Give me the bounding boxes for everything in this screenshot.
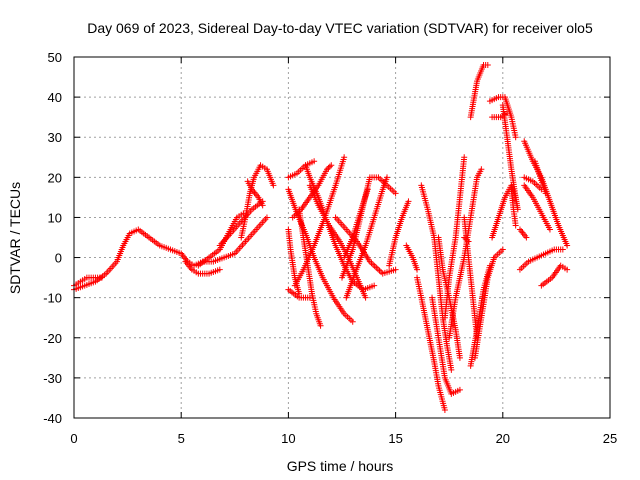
data-point [441,406,448,413]
data-point [462,235,469,242]
y-tick-label: -30 [43,371,62,386]
data-track [467,62,491,121]
x-axis: 0 5 10 15 20 25 [70,57,617,446]
y-tick-label: 50 [48,50,62,65]
data-point [405,198,412,205]
data-track [296,206,324,329]
x-tick-label: 25 [603,431,617,446]
data-track [195,210,247,269]
data-point [441,314,448,321]
grid-lines [74,57,610,418]
data-point [364,186,371,193]
y-tick-label: 40 [48,90,62,105]
data-point [461,234,468,241]
chart-title: Day 069 of 2023, Sidereal Day-to-day VTE… [87,20,593,36]
data-point [323,166,330,173]
data-point [98,274,105,281]
data-point [456,386,463,393]
data-track [516,226,530,241]
data-track [516,246,566,273]
y-tick-label: 10 [48,210,62,225]
data-point [341,154,348,161]
y-tick-label: -20 [43,331,62,346]
data-point [456,354,463,361]
data-track [71,274,105,289]
plot-frame [73,56,611,419]
data-point [499,246,506,253]
data-point [564,242,571,249]
data-point [349,318,356,325]
data-track [441,154,468,321]
y-tick-label: 30 [48,130,62,145]
data-track [403,242,421,273]
data-track [182,258,223,277]
y-tick-label: -10 [43,291,62,306]
data-point [326,163,333,170]
y-tick-label: -40 [43,411,62,426]
data-point [512,134,519,141]
data-track [499,102,519,201]
data-track [521,182,553,233]
data-track [489,182,521,241]
x-tick-label: 5 [178,431,185,446]
data-point [484,62,491,69]
data-track [285,286,313,301]
data-point [392,190,399,197]
data-point [523,234,530,241]
data-points [71,62,571,413]
data-point [384,174,391,181]
data-point [512,222,519,229]
data-point [216,266,223,273]
data-point [546,226,553,233]
data-point [414,266,421,273]
y-axis-label: SDTVAR / TECUs [7,182,23,294]
data-track [238,162,277,241]
data-point [464,237,471,244]
x-tick-label: 20 [496,431,510,446]
data-track [531,158,549,197]
data-track [341,186,371,261]
data-track [521,174,545,193]
data-point [465,238,472,245]
y-tick-label: 20 [48,170,62,185]
data-track [414,274,448,413]
data-point [371,282,378,289]
data-track [538,262,571,289]
data-point [317,322,324,329]
x-tick-label: 10 [281,431,295,446]
data-point [448,366,455,373]
x-axis-label: GPS time / hours [287,458,394,474]
x-tick-label: 0 [70,431,77,446]
data-track [489,110,511,121]
data-point [362,294,369,301]
data-point [259,202,266,209]
data-point [325,164,332,171]
data-track [216,198,266,249]
data-track [508,186,519,229]
data-point [392,266,399,273]
data-track [244,178,266,209]
data-track [343,174,391,301]
data-track [429,294,463,397]
y-tick-label: 0 [55,251,62,266]
data-point [311,158,318,165]
data-point [542,190,549,197]
x-tick-label: 15 [388,431,402,446]
data-track [386,198,412,269]
data-point [559,246,566,253]
data-track [471,246,506,361]
data-track [332,214,399,277]
data-point [270,182,277,189]
data-track [486,94,519,141]
y-axis: -40 -30 -20 -10 0 10 20 30 40 50 [43,50,610,426]
data-track [289,162,335,221]
data-track [461,234,472,245]
data-point [564,266,571,273]
data-point [478,166,485,173]
data-point [328,162,335,169]
data-point [263,214,270,221]
